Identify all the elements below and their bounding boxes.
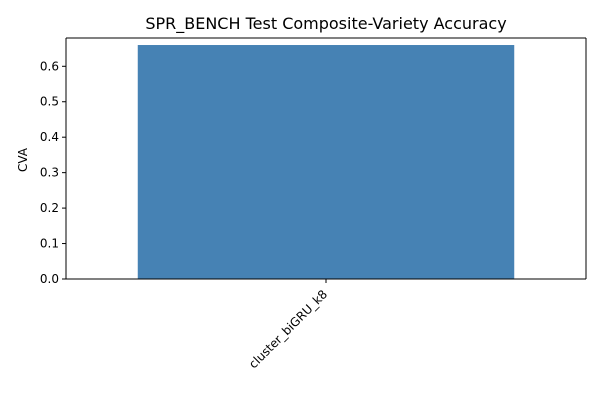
bar bbox=[137, 45, 515, 280]
y-tick-label: 0.0 bbox=[40, 272, 59, 286]
chart-title: SPR_BENCH Test Composite-Variety Accurac… bbox=[145, 14, 506, 34]
x-tick-label: cluster_biGRU_k8 bbox=[246, 287, 330, 371]
y-tick-label: 0.1 bbox=[40, 237, 59, 251]
y-tick-label: 0.6 bbox=[40, 59, 59, 73]
y-tick-label: 0.2 bbox=[40, 201, 59, 215]
y-tick-label: 0.5 bbox=[40, 95, 59, 109]
y-tick-label: 0.3 bbox=[40, 166, 59, 180]
y-tick-label: 0.4 bbox=[40, 130, 59, 144]
y-axis-label: CVA bbox=[16, 147, 30, 172]
plot-area: 0.0 0.1 0.2 0.3 0.4 0.5 0.6 cluster_biGRU_k8 bbox=[40, 37, 587, 371]
